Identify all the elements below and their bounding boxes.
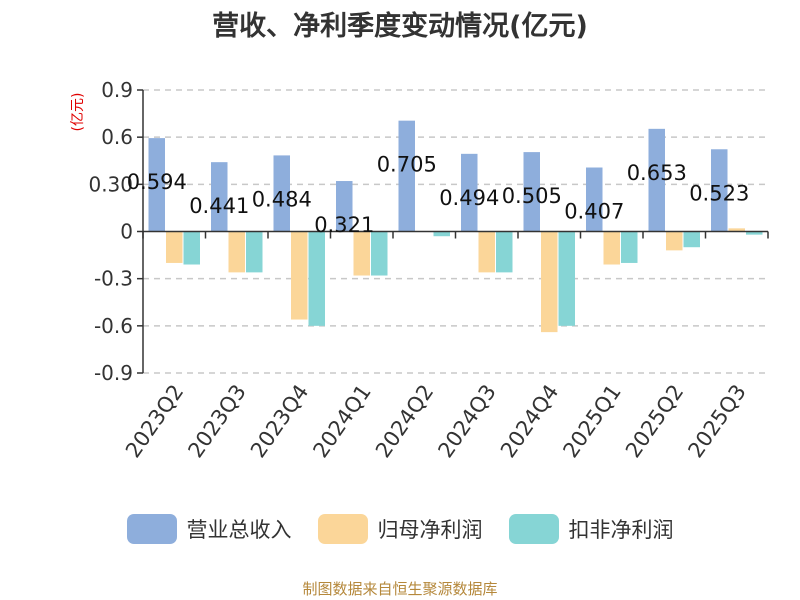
legend-label-net-profit: 归母净利润 <box>377 518 483 542</box>
legend-swatch-deducted-profit <box>508 514 559 544</box>
bar-net-profit <box>166 231 183 263</box>
data-label: 0.494 <box>439 186 499 210</box>
data-label: 0.484 <box>252 187 312 211</box>
y-tick-label: -0.9 <box>94 361 133 385</box>
data-label: 0.594 <box>127 170 187 194</box>
bar-revenue <box>461 153 478 232</box>
x-tick-label: 2025Q1 <box>558 380 625 462</box>
bar-deducted-profit <box>683 231 700 248</box>
legend-item-net-profit[interactable]: 归母净利润 <box>317 514 483 544</box>
y-tick-label: -0.6 <box>94 314 133 338</box>
bar-revenue <box>211 162 228 232</box>
source-note: 制图数据来自恒生聚源数据库 <box>302 580 498 598</box>
bar-revenue <box>148 138 165 232</box>
x-tick-label: 2024Q2 <box>371 380 438 462</box>
bar-revenue <box>336 181 353 232</box>
bar-net-profit <box>478 231 495 273</box>
bar-deducted-profit <box>433 231 450 237</box>
y-tick-label: 0 <box>120 220 133 244</box>
y-tick-label: 0.9 <box>101 78 133 102</box>
bar-net-profit <box>728 228 745 232</box>
bar-deducted-profit <box>371 231 388 276</box>
data-label: 0.705 <box>377 153 437 177</box>
legend: 营业总收入 归母净利润 扣非净利润 <box>0 514 800 544</box>
data-label: 0.407 <box>564 200 624 224</box>
data-label: 0.441 <box>189 194 249 218</box>
x-tick-label: 2024Q3 <box>433 380 500 462</box>
bar-deducted-profit <box>183 231 200 265</box>
x-tick-label: 2024Q4 <box>496 380 563 462</box>
bar-deducted-profit <box>746 231 763 235</box>
x-tick-label: 2023Q2 <box>121 380 188 462</box>
bar-revenue <box>523 152 540 232</box>
legend-label-deducted-profit: 扣非净利润 <box>568 518 674 542</box>
legend-item-deducted-profit[interactable]: 扣非净利润 <box>508 514 674 544</box>
bar-revenue <box>711 149 728 232</box>
y-tick-label: 0.6 <box>101 125 133 149</box>
y-tick-label: 0.30 <box>88 172 133 196</box>
bar-revenue <box>586 167 603 232</box>
bar-net-profit <box>541 231 558 333</box>
bar-deducted-profit <box>496 231 513 273</box>
x-tick-label: 2025Q3 <box>683 380 750 462</box>
data-label: 0.653 <box>627 161 687 185</box>
x-tick-label: 2024Q1 <box>308 380 375 462</box>
bar-revenue <box>648 128 665 232</box>
chart-title: 营收、净利季度变动情况(亿元) <box>212 11 588 42</box>
x-tick-label: 2025Q2 <box>621 380 688 462</box>
y-axis-label: (亿元) <box>70 93 86 132</box>
data-label: 0.505 <box>502 184 562 208</box>
legend-swatch-revenue <box>126 514 177 544</box>
legend-item-revenue[interactable]: 营业总收入 <box>126 514 292 544</box>
data-label: 0.321 <box>314 213 374 237</box>
bar-deducted-profit <box>246 231 263 273</box>
bar-deducted-profit <box>621 231 638 263</box>
data-label: 0.523 <box>689 181 749 205</box>
bar-net-profit <box>666 231 683 251</box>
x-tick-label: 2023Q4 <box>246 380 313 462</box>
bar-net-profit <box>353 231 370 276</box>
legend-label-revenue: 营业总收入 <box>186 518 292 542</box>
bar-net-profit <box>603 231 620 265</box>
bar-revenue <box>398 120 415 232</box>
bar-deducted-profit <box>558 231 575 326</box>
legend-swatch-net-profit <box>317 514 368 544</box>
x-tick-label: 2023Q3 <box>183 380 250 462</box>
bar-revenue <box>273 155 290 232</box>
bar-deducted-profit <box>308 231 325 326</box>
bar-net-profit <box>228 231 245 273</box>
bar-net-profit <box>291 231 308 320</box>
y-tick-label: -0.3 <box>94 267 133 291</box>
